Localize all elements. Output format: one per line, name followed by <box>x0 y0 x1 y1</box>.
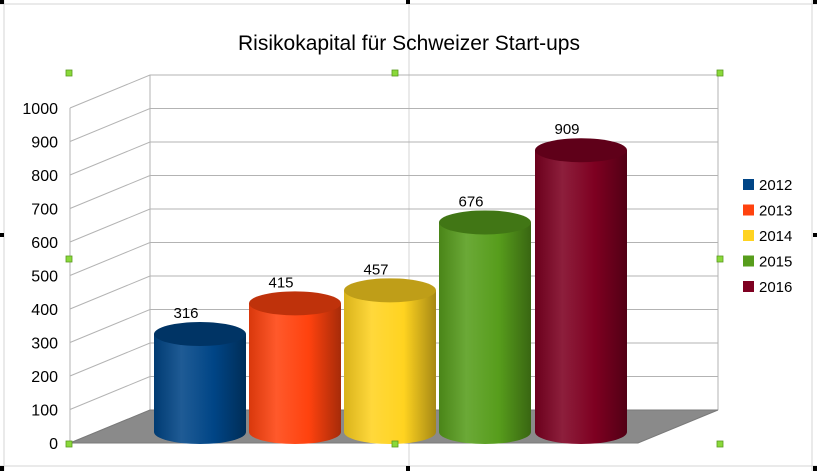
legend-label: 2012 <box>759 177 792 194</box>
y-tick-label: 200 <box>31 369 58 386</box>
bars <box>154 138 627 444</box>
bar-top <box>535 138 627 163</box>
legend-item-2012[interactable]: 2012 <box>743 177 792 194</box>
selection-corner-marker <box>813 466 817 471</box>
resize-handle[interactable] <box>391 440 399 448</box>
bar-2015[interactable] <box>439 210 531 444</box>
selection-corner-marker <box>0 0 4 4</box>
y-tick-label: 0 <box>49 436 58 453</box>
selection-marker <box>813 233 817 237</box>
y-tick-label: 900 <box>31 135 58 152</box>
gridline <box>69 74 718 109</box>
legend-swatch <box>743 281 754 292</box>
legend-item-2013[interactable]: 2013 <box>743 203 792 220</box>
y-axis: 0 100 200 300 400 500 600 700 800 900 1000 <box>22 101 58 453</box>
resize-handle[interactable] <box>65 255 73 263</box>
resize-handle[interactable] <box>716 255 724 263</box>
bar-body <box>344 290 436 444</box>
y-tick-label: 500 <box>31 269 58 286</box>
y-tick-label: 400 <box>31 302 58 319</box>
legend-item-2015[interactable]: 2015 <box>743 254 792 271</box>
legend-label: 2015 <box>759 254 792 271</box>
data-label: 316 <box>173 305 198 322</box>
chart-title: Risikokapital für Schweizer Start-ups <box>238 32 580 55</box>
bar-top <box>154 322 246 347</box>
data-labels: 316 415 457 676 909 <box>173 121 579 322</box>
plot-area-handles[interactable] <box>65 69 724 448</box>
bar-2012[interactable] <box>154 322 246 444</box>
bar-2013[interactable] <box>249 291 341 444</box>
y-tick-label: 100 <box>31 403 58 420</box>
bar-2014[interactable] <box>344 278 436 444</box>
data-label: 457 <box>363 261 388 278</box>
legend-item-2016[interactable]: 2016 <box>743 279 792 296</box>
bar-top <box>249 291 341 316</box>
y-tick-label: 800 <box>31 168 58 185</box>
legend-item-2014[interactable]: 2014 <box>743 228 792 245</box>
y-tick-label: 300 <box>31 336 58 353</box>
selection-marker <box>406 0 410 4</box>
selection-corner-marker <box>813 0 817 4</box>
resize-handle[interactable] <box>716 69 724 77</box>
legend-swatch <box>743 179 754 190</box>
legend-swatch <box>743 204 754 216</box>
bar-body <box>535 150 627 444</box>
gridline <box>69 175 718 209</box>
resize-handle[interactable] <box>391 69 399 77</box>
bar-top <box>344 278 436 303</box>
gridline <box>69 141 718 176</box>
bar-body <box>249 303 341 444</box>
bar-body <box>154 334 246 444</box>
y-tick-label: 700 <box>31 202 58 219</box>
y-tick-label: 600 <box>31 235 58 252</box>
resize-handle[interactable] <box>65 440 73 448</box>
legend-label: 2013 <box>759 203 792 220</box>
data-label: 909 <box>554 121 579 138</box>
legend[interactable]: 2012 2013 2014 2015 2016 <box>743 177 792 296</box>
data-label: 676 <box>458 193 483 210</box>
y-tick-label: 1000 <box>22 101 58 118</box>
gridline <box>69 108 718 142</box>
legend-swatch <box>743 255 754 267</box>
legend-label: 2016 <box>759 279 792 296</box>
selection-marker <box>0 233 4 237</box>
resize-handle[interactable] <box>716 440 724 448</box>
data-label: 415 <box>268 274 293 291</box>
gridline <box>69 208 718 243</box>
bar-top <box>439 210 531 235</box>
selection-corner-marker <box>0 466 4 471</box>
bar-2016[interactable] <box>535 138 627 444</box>
bar-body <box>439 222 531 444</box>
resize-handle[interactable] <box>65 69 73 77</box>
legend-swatch <box>743 230 754 241</box>
legend-label: 2014 <box>759 228 792 245</box>
selection-marker <box>406 466 410 471</box>
